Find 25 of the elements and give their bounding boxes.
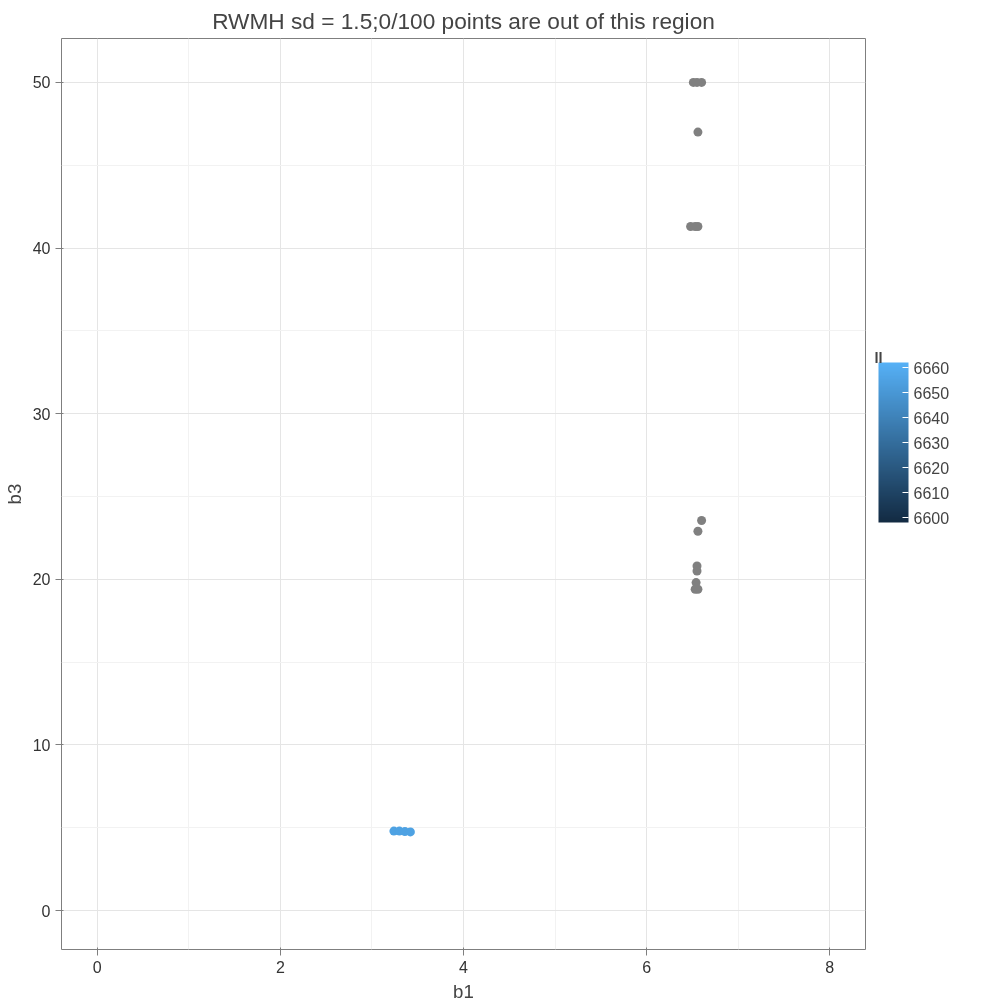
color-bar-label: 6600 bbox=[913, 509, 950, 527]
chart-title: RWMH sd = 1.5;0/100 points are out of this region bbox=[212, 7, 715, 34]
color-bar-label: 6620 bbox=[913, 459, 950, 477]
color-bar-label: 6640 bbox=[913, 409, 950, 427]
x-tick-label: 4 bbox=[459, 958, 469, 976]
x-tick-label: 8 bbox=[825, 958, 835, 976]
x-axis-title: b1 bbox=[453, 980, 474, 1002]
point bbox=[693, 526, 703, 536]
point bbox=[697, 516, 707, 525]
y-tick-label: 0 bbox=[41, 902, 51, 920]
y-tick-label: 50 bbox=[32, 74, 51, 92]
x-tick-label: 6 bbox=[642, 958, 652, 976]
color-bar-label: 6660 bbox=[913, 359, 950, 377]
color-bar-label: 6630 bbox=[913, 434, 950, 452]
point bbox=[693, 127, 703, 137]
legend-title: ll bbox=[874, 349, 883, 366]
x-tick-label: 2 bbox=[275, 958, 285, 976]
y-tick-label: 10 bbox=[32, 736, 51, 754]
x-tick-label: 0 bbox=[92, 958, 102, 976]
y-tick-label: 30 bbox=[32, 405, 51, 423]
y-axis-title: b3 bbox=[3, 483, 25, 505]
color-bar-label: 6650 bbox=[913, 384, 950, 402]
color-bar-label: 6610 bbox=[913, 484, 950, 502]
y-tick-label: 40 bbox=[32, 240, 51, 258]
y-tick-label: 20 bbox=[32, 571, 51, 589]
